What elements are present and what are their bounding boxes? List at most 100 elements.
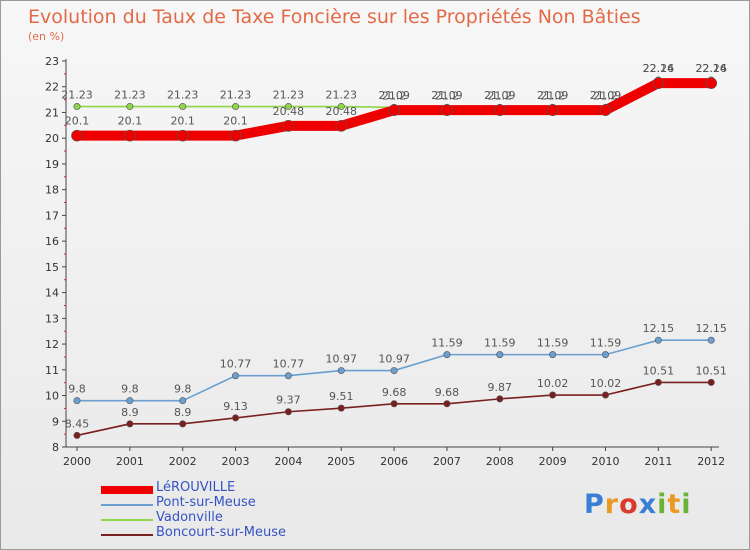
data-point-boncourt-sur-meuse (179, 420, 187, 428)
data-label-vadonville: 21.23 (167, 89, 199, 102)
data-label-l-rouville: 21.09 (378, 89, 410, 102)
data-label-boncourt-sur-meuse: 10.51 (643, 364, 675, 377)
data-point-vadonville (126, 103, 134, 111)
logo-letter: r (604, 489, 620, 520)
data-point-l-rouville (229, 129, 242, 142)
data-point-vadonville (232, 103, 240, 111)
data-point-l-rouville (652, 77, 665, 89)
data-label-boncourt-sur-meuse: 10.51 (695, 364, 727, 377)
data-point-l-rouville (335, 120, 348, 132)
x-tick-label: 2009 (539, 455, 567, 468)
data-point-boncourt-sur-meuse (126, 420, 134, 428)
y-tick-label: 16 (45, 235, 59, 248)
data-point-boncourt-sur-meuse (549, 391, 557, 399)
data-label-pont-sur-meuse: 11.59 (431, 337, 463, 350)
data-point-vadonville (179, 103, 187, 111)
data-label-l-rouville: 22.14 (643, 62, 675, 75)
logo-letter: t (667, 489, 682, 520)
data-point-l-rouville (176, 129, 189, 142)
data-point-vadonville (337, 103, 345, 111)
data-point-l-rouville (705, 77, 718, 89)
data-point-boncourt-sur-meuse (654, 378, 662, 386)
y-tick-label: 15 (45, 261, 59, 274)
y-tick-label: 19 (45, 158, 59, 171)
x-tick-label: 2008 (486, 455, 514, 468)
data-label-vadonville: 21.23 (114, 89, 146, 102)
data-label-boncourt-sur-meuse: 8.9 (174, 406, 192, 419)
data-point-l-rouville (71, 129, 83, 142)
data-point-pont-sur-meuse (601, 351, 609, 359)
data-point-pont-sur-meuse (496, 351, 504, 359)
data-point-pont-sur-meuse (549, 351, 557, 359)
y-tick-label: 21 (45, 106, 59, 119)
data-label-boncourt-sur-meuse: 8.9 (121, 406, 139, 419)
data-label-pont-sur-meuse: 10.97 (378, 353, 410, 366)
data-point-pont-sur-meuse (232, 372, 240, 380)
data-label-pont-sur-meuse: 10.77 (220, 358, 252, 371)
y-tick-label: 10 (45, 390, 59, 403)
data-point-l-rouville (599, 104, 612, 116)
legend-label-pont-sur-meuse: Pont-sur-Meuse (156, 495, 256, 510)
y-tick-label: 20 (45, 132, 59, 145)
data-label-l-rouville: 20.1 (223, 115, 248, 128)
data-label-boncourt-sur-meuse: 8.45 (65, 417, 90, 430)
legend-swatch-vadonville (101, 519, 153, 521)
x-tick-label: 2011 (644, 455, 672, 468)
data-point-pont-sur-meuse (73, 397, 81, 405)
logo-letter: i (657, 489, 668, 520)
x-tick-label: 2003 (222, 455, 250, 468)
series-layer (71, 76, 718, 439)
legend-swatch-boncourt-sur-meuse (101, 534, 153, 536)
data-label-vadonville: 21.2 (488, 89, 513, 102)
data-label-l-rouville: 21.09 (431, 89, 463, 102)
data-label-boncourt-sur-meuse: 10.02 (590, 377, 622, 390)
data-label-vadonville: 21.2 (540, 89, 565, 102)
y-tick-label: 8 (52, 441, 59, 454)
legend-label-boncourt-sur-meuse: Boncourt-sur-Meuse (156, 525, 287, 540)
data-label-l-rouville: 20.1 (65, 115, 90, 128)
data-point-vadonville (73, 103, 81, 111)
y-tick-label: 18 (45, 184, 59, 197)
data-label-l-rouville: 21.09 (537, 89, 569, 102)
data-label-vadonville: 21.2 (382, 89, 407, 102)
data-point-l-rouville (546, 104, 559, 116)
data-label-vadonville: 21.2 (593, 89, 618, 102)
legend-label-vadonville: Vadonville (156, 510, 223, 525)
data-label-l-rouville: 20.48 (273, 105, 305, 118)
y-tick-label: 17 (45, 209, 59, 222)
data-point-boncourt-sur-meuse (496, 395, 504, 403)
data-label-pont-sur-meuse: 12.15 (695, 322, 727, 335)
data-point-pont-sur-meuse (284, 372, 292, 380)
data-point-pont-sur-meuse (654, 336, 662, 344)
y-tick-label: 22 (45, 81, 59, 94)
x-tick-label: 2002 (169, 455, 197, 468)
data-label-pont-sur-meuse: 11.59 (590, 337, 622, 350)
axes: 8 9 10 11 12 13 14 15 16 17 18 19 20 21 22 23 2000 2001 20… (45, 55, 725, 468)
x-tick-label: 2004 (274, 455, 302, 468)
data-label-pont-sur-meuse: 9.8 (68, 383, 86, 396)
logo-letter: i (681, 489, 692, 520)
label-layer: 20.1 20.1 20.1 20.1 20.48 20.48 21.09 21.09 21.0… (61, 62, 727, 430)
data-label-pont-sur-meuse: 12.15 (643, 322, 675, 335)
data-point-pont-sur-meuse (443, 351, 451, 359)
data-point-boncourt-sur-meuse (73, 431, 81, 439)
y-tick-label: 13 (45, 312, 59, 325)
data-label-pont-sur-meuse: 9.8 (121, 383, 139, 396)
data-label-boncourt-sur-meuse: 9.13 (223, 400, 248, 413)
data-point-l-rouville (124, 129, 136, 142)
x-tick-label: 2000 (63, 455, 91, 468)
y-tick-label: 23 (45, 55, 59, 68)
y-tick-label: 9 (52, 415, 59, 428)
data-point-l-rouville (282, 120, 295, 132)
data-point-boncourt-sur-meuse (337, 404, 345, 412)
data-label-boncourt-sur-meuse: 9.37 (276, 394, 301, 407)
data-label-vadonville: 21.23 (61, 89, 93, 102)
data-point-pont-sur-meuse (337, 367, 345, 375)
data-point-pont-sur-meuse (390, 367, 398, 375)
chart-title: Evolution du Taux de Taxe Foncière sur l… (28, 6, 641, 28)
legend-swatch-pont-sur-meuse (101, 504, 153, 506)
x-tick-label: 2012 (697, 455, 725, 468)
data-point-l-rouville (441, 104, 453, 116)
data-label-l-rouville: 20.1 (118, 115, 143, 128)
